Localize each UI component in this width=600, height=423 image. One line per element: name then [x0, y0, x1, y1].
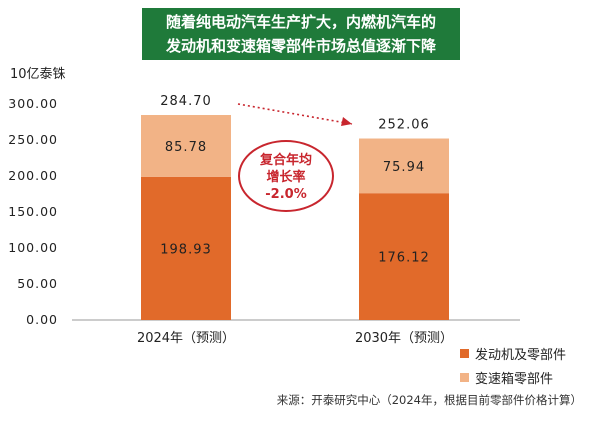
- cagr-label-line-2: 增长率: [266, 170, 306, 185]
- trend-arrow-head: [341, 117, 352, 126]
- chart-title-banner: 随着纯电动汽车生产扩大，内燃机汽车的 发动机和变速箱零部件市场总值逐渐下降: [142, 8, 460, 60]
- legend-label-engine: 发动机及零部件: [475, 348, 567, 363]
- x-category-label: 2030年（预测）: [355, 331, 453, 346]
- data-label-engine: 198.93: [160, 242, 212, 257]
- x-category-label: 2024年（预测）: [137, 331, 235, 346]
- bar-segment-transmission: [359, 138, 449, 194]
- y-axis-unit-label: 10亿泰铢: [10, 66, 66, 82]
- trend-arrow-line: [237, 103, 353, 125]
- y-tick-label: 250.00: [8, 132, 58, 147]
- bar-segment-engine: [359, 193, 449, 320]
- legend-item-engine: 发动机及零部件: [460, 344, 566, 363]
- legend-swatch-engine: [460, 349, 469, 358]
- y-tick-label: 0.00: [26, 312, 58, 327]
- cagr-value: -2.0%: [265, 187, 307, 202]
- legend-swatch-transmission: [460, 373, 469, 382]
- source-note: 来源：开泰研究中心（2024年，根据目前零部件价格计算）: [276, 393, 582, 407]
- cagr-callout: 复合年均 增长率 -2.0%: [238, 140, 334, 212]
- chart-title-line-1: 随着纯电动汽车生产扩大，内燃机汽车的: [165, 13, 436, 31]
- legend-item-transmission: 变速箱零部件: [460, 368, 553, 387]
- data-label-transmission: 85.78: [165, 140, 207, 155]
- data-label-engine: 176.12: [378, 251, 430, 266]
- y-tick-label: 50.00: [17, 276, 58, 291]
- cagr-label-line-1: 复合年均: [259, 153, 312, 168]
- chart-title-line-2: 发动机和变速箱零部件市场总值逐渐下降: [165, 37, 436, 55]
- data-label-transmission: 75.94: [383, 160, 425, 175]
- bar-segment-engine: [141, 176, 231, 320]
- y-tick-label: 300.00: [8, 96, 58, 111]
- bar-segment-transmission: [141, 115, 231, 177]
- total-label: 252.06: [378, 118, 430, 133]
- legend-label-transmission: 变速箱零部件: [475, 372, 554, 387]
- y-tick-label: 150.00: [8, 204, 58, 219]
- y-tick-label: 200.00: [8, 168, 58, 183]
- total-label: 284.70: [160, 94, 212, 109]
- y-tick-label: 100.00: [8, 240, 58, 255]
